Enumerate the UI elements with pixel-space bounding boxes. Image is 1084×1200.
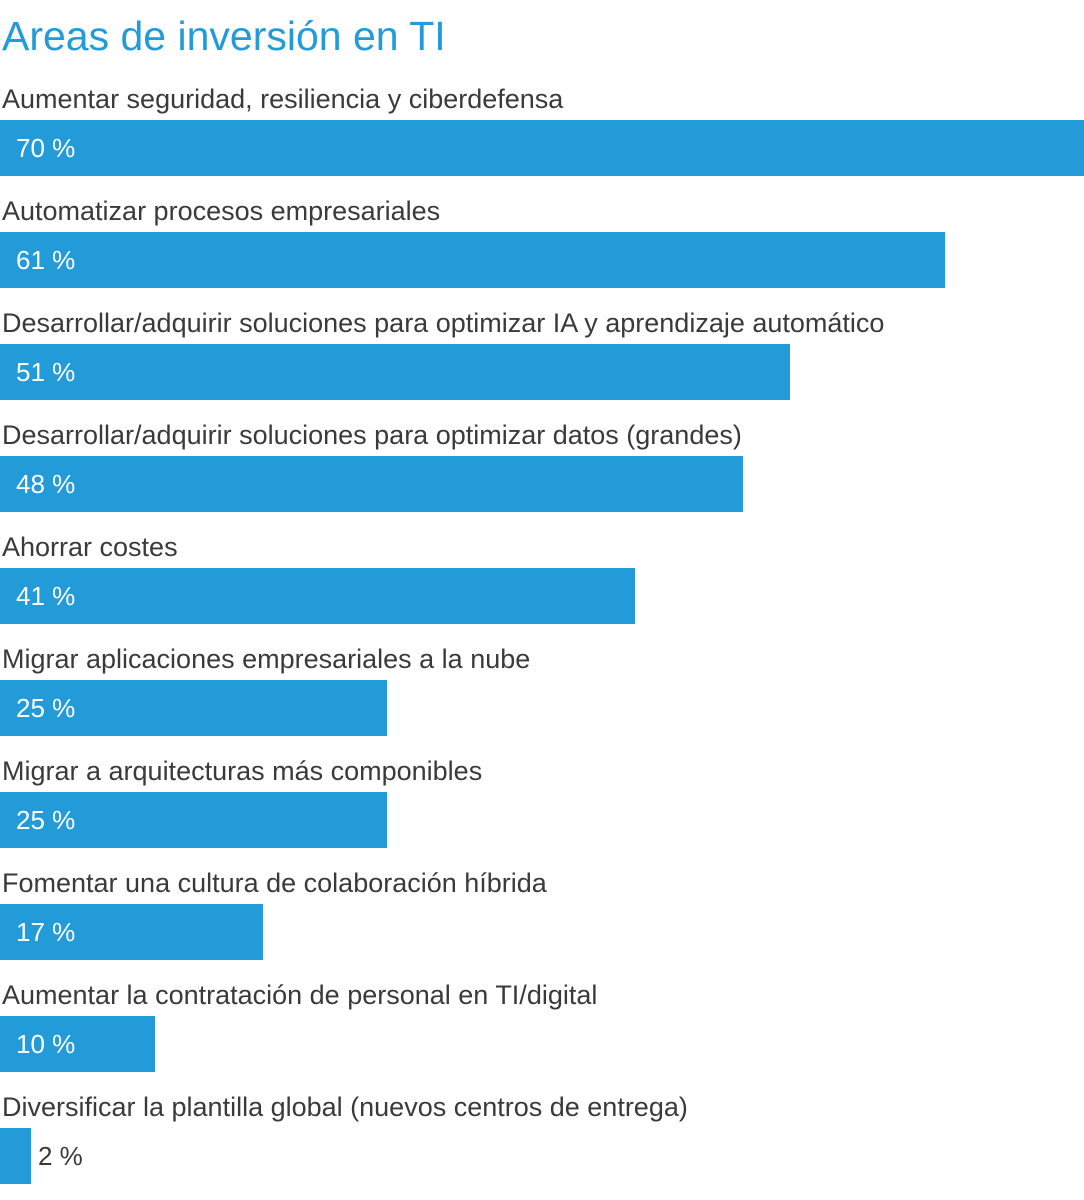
value-label: 25 % [16, 805, 76, 835]
value-label: 41 % [16, 581, 76, 611]
value-label: 61 % [16, 245, 76, 275]
category-label: Automatizar procesos empresariales [2, 196, 441, 226]
bar [0, 456, 743, 512]
category-label: Desarrollar/adquirir soluciones para opt… [2, 420, 742, 450]
category-label: Migrar a arquitecturas más componibles [2, 756, 483, 786]
category-label: Aumentar seguridad, resiliencia y ciberd… [2, 84, 564, 114]
bar [0, 344, 790, 400]
bar [0, 792, 387, 848]
bar-row: Ahorrar costes 41 % [0, 524, 1084, 636]
bar-row: Aumentar la contratación de personal en … [0, 972, 1084, 1084]
bar [0, 568, 635, 624]
bar-row: Automatizar procesos empresariales 61 % [0, 188, 1084, 300]
bar-row: Desarrollar/adquirir soluciones para opt… [0, 300, 1084, 412]
value-label: 2 % [38, 1141, 83, 1171]
category-label: Aumentar la contratación de personal en … [2, 980, 598, 1010]
value-label: 51 % [16, 357, 76, 387]
bar [0, 904, 263, 960]
value-label: 25 % [16, 693, 76, 723]
value-label: 70 % [16, 133, 76, 163]
bar-row: Aumentar seguridad, resiliencia y ciberd… [0, 76, 1084, 188]
chart-title: Areas de inversión en TI [2, 13, 446, 59]
bar [0, 232, 945, 288]
bar [0, 1128, 31, 1184]
bar-row: Desarrollar/adquirir soluciones para opt… [0, 412, 1084, 524]
value-label: 48 % [16, 469, 76, 499]
category-label: Fomentar una cultura de colaboración híb… [2, 868, 547, 898]
bar [0, 1016, 155, 1072]
value-label: 10 % [16, 1029, 76, 1059]
category-label: Migrar aplicaciones empresariales a la n… [2, 644, 531, 674]
category-label: Diversificar la plantilla global (nuevos… [2, 1092, 688, 1122]
bar-row: Diversificar la plantilla global (nuevos… [0, 1084, 1084, 1196]
category-label: Ahorrar costes [2, 532, 178, 562]
bar-row: Migrar a arquitecturas más componibles 25… [0, 748, 1084, 860]
bar-row: Migrar aplicaciones empresariales a la n… [0, 636, 1084, 748]
bar [0, 120, 1084, 176]
value-label: 17 % [16, 917, 76, 947]
bar [0, 680, 387, 736]
bar-row: Fomentar una cultura de colaboración híb… [0, 860, 1084, 972]
category-label: Desarrollar/adquirir soluciones para opt… [2, 308, 885, 338]
bar-chart: Aumentar seguridad, resiliencia y ciberd… [0, 76, 1084, 1196]
